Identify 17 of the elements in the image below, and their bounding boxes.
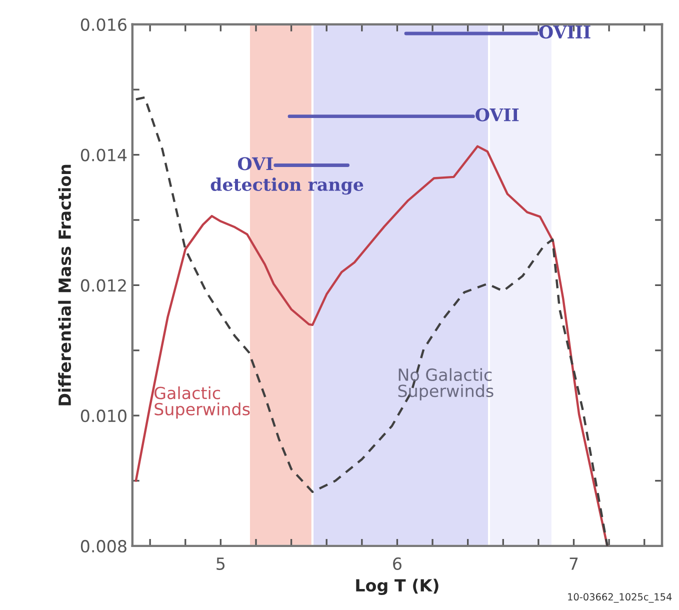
series-label: OVIII (539, 25, 590, 39)
x-axis-title: Log T (K) (356, 578, 438, 595)
series-label: OVI (238, 157, 273, 170)
y-tick-label: 0.008 (80, 540, 126, 553)
annotation: detection range (210, 178, 364, 195)
y-tick-label: 0.016 (80, 18, 126, 31)
text: 10-03662_1025c_154 (568, 593, 672, 603)
x-tick-label: 6 (393, 557, 402, 570)
x-tick-label: 7 (570, 558, 578, 570)
series-label: OVII (476, 108, 519, 122)
y-axis-title: Differential Mass Fraction (58, 164, 72, 406)
x-tick-label: 5 (216, 558, 225, 570)
series-label: No Galactic Superwinds (398, 368, 494, 400)
y-tick-label: 0.010 (80, 410, 126, 422)
y-tick-label: 0.014 (80, 148, 127, 162)
y-tick-label: 0.012 (80, 279, 126, 292)
series-label: Galactic Superwinds (154, 386, 250, 419)
